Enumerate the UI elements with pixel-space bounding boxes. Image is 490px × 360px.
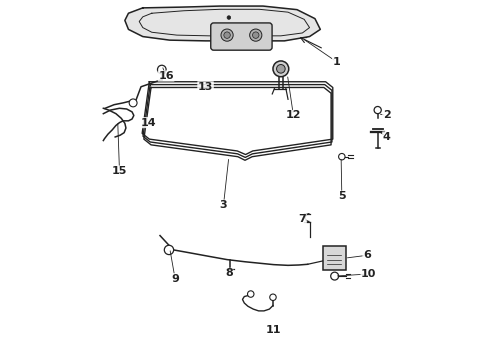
Circle shape [227,16,231,19]
Text: 9: 9 [171,274,179,284]
Text: 8: 8 [225,268,233,278]
Polygon shape [125,6,320,41]
Text: 15: 15 [112,166,127,176]
Text: 3: 3 [220,200,227,210]
FancyBboxPatch shape [323,246,346,270]
Circle shape [224,32,230,39]
Text: 11: 11 [266,325,281,335]
Circle shape [273,61,289,77]
Circle shape [157,65,166,74]
FancyBboxPatch shape [211,23,272,50]
Text: 1: 1 [333,57,341,67]
Circle shape [276,64,285,73]
Text: 16: 16 [158,71,174,81]
Circle shape [374,107,381,114]
Text: 7: 7 [298,215,306,224]
Circle shape [164,245,173,255]
Text: 6: 6 [363,250,371,260]
Circle shape [221,29,233,41]
Text: 14: 14 [140,118,156,128]
Text: 4: 4 [383,132,391,142]
Text: 5: 5 [338,191,345,201]
Text: 12: 12 [286,111,301,121]
Text: 13: 13 [198,82,213,92]
Text: 10: 10 [361,269,376,279]
Text: 2: 2 [383,111,391,121]
Circle shape [247,291,254,297]
Circle shape [331,272,339,280]
Circle shape [270,294,276,301]
Circle shape [252,32,259,39]
Circle shape [250,29,262,41]
Circle shape [129,99,137,107]
Circle shape [339,153,345,160]
